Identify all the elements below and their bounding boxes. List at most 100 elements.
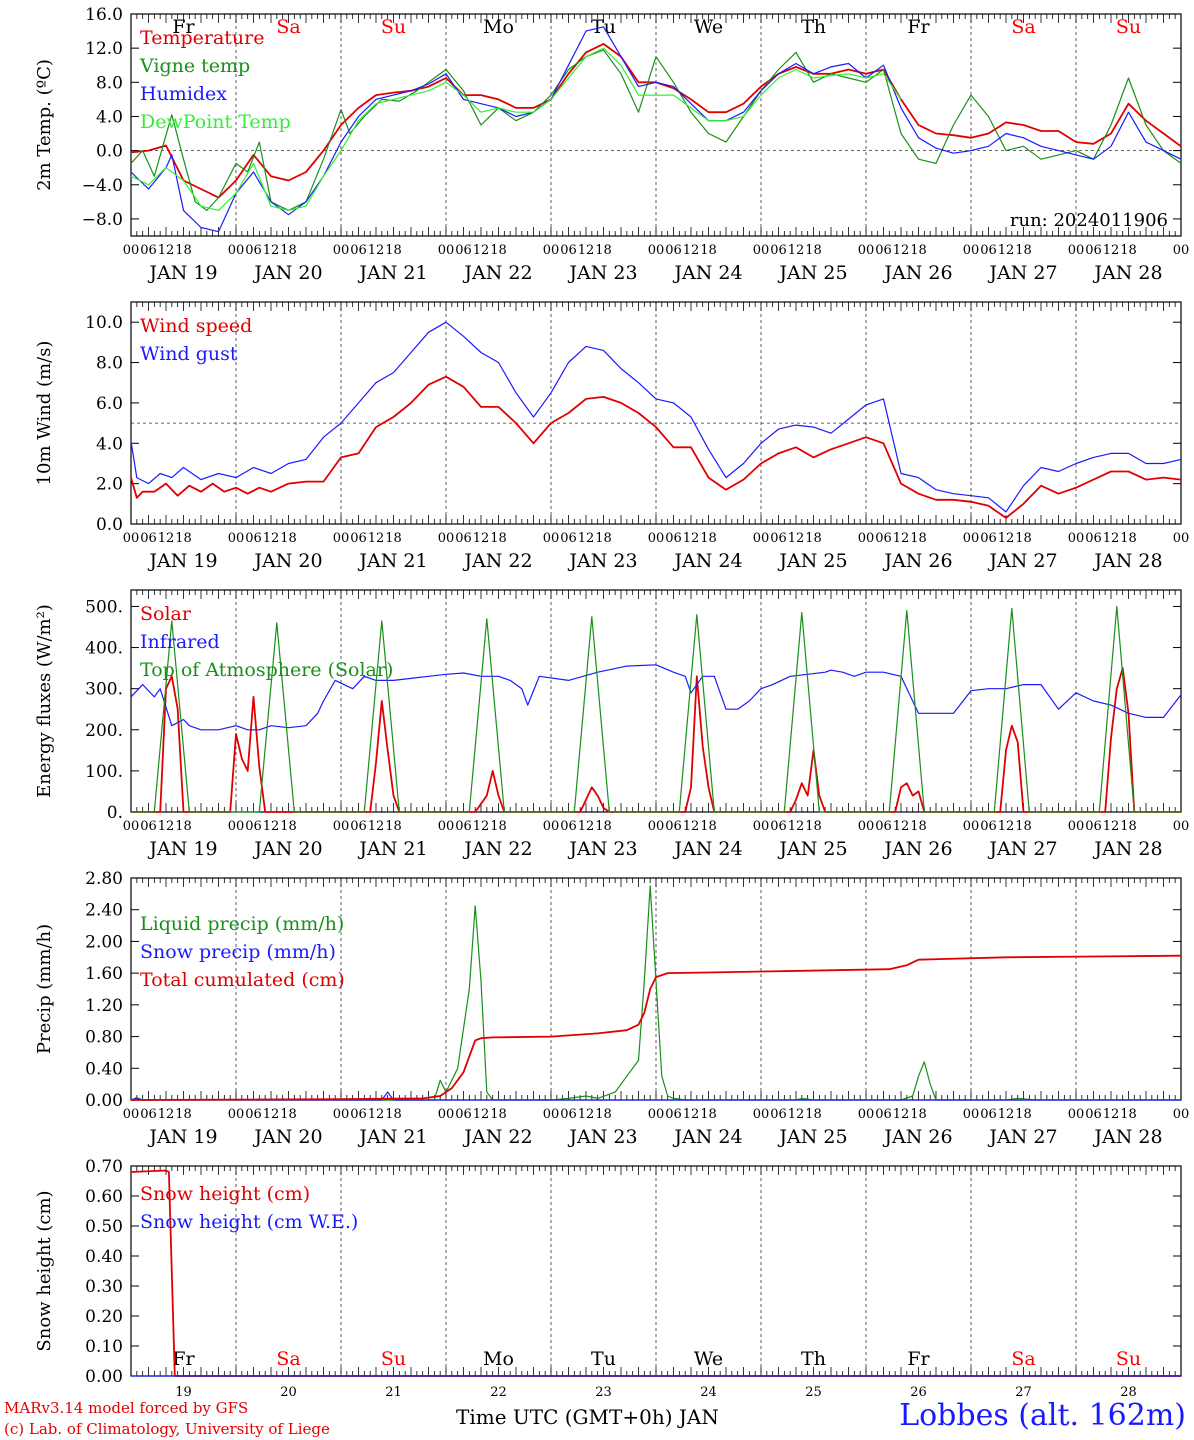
y-tick-label: 100. bbox=[85, 762, 123, 782]
y-tick-label: 4.0 bbox=[96, 107, 123, 127]
y-axis-label: 10m Wind (m/s) bbox=[34, 341, 55, 486]
y-tick-label: 0.80 bbox=[85, 1028, 123, 1048]
y-tick-label: 2.0 bbox=[96, 475, 123, 495]
x-day-label: JAN 19 bbox=[147, 1126, 217, 1148]
x-hour-label: 00 bbox=[963, 243, 980, 258]
x-hour-label: 18 bbox=[595, 243, 612, 258]
x-hour-label: 18 bbox=[1015, 243, 1032, 258]
x-hour-label: 00 bbox=[753, 243, 770, 258]
x-hour-label: 12 bbox=[788, 531, 805, 546]
legend-entry: Liquid precip (mm/h) bbox=[140, 913, 344, 935]
x-day-label: JAN 24 bbox=[672, 550, 742, 572]
x-hour-label: 12 bbox=[368, 819, 385, 834]
x-hour-label: 06 bbox=[980, 531, 997, 546]
x-hour-label: 12 bbox=[683, 243, 700, 258]
panel-5: 0.00 0.10 0.20 0.30 0.40 0.50 0.60 0.70 Snow hei… bbox=[34, 1157, 1182, 1400]
x-hour-label: 00 bbox=[438, 531, 455, 546]
weekday-label: Su bbox=[381, 16, 406, 38]
x-day-label: JAN 22 bbox=[462, 1126, 532, 1148]
x-day-number: 22 bbox=[490, 1385, 507, 1400]
y-tick-label: 2.40 bbox=[85, 901, 123, 921]
y-tick-label: 0.60 bbox=[85, 1187, 123, 1207]
legend-entry: Wind speed bbox=[140, 315, 252, 337]
x-hour-label: 18 bbox=[595, 531, 612, 546]
x-day-label: JAN 19 bbox=[147, 550, 217, 572]
x-day-label: JAN 27 bbox=[987, 838, 1057, 860]
x-hour-label: 18 bbox=[385, 1107, 402, 1122]
x-hour-label: 00 bbox=[648, 1107, 665, 1122]
x-hour-label: 18 bbox=[490, 243, 507, 258]
x-day-label: JAN 22 bbox=[462, 550, 532, 572]
legend-entry: Snow height (cm) bbox=[140, 1183, 310, 1205]
legend-entry: Humidex bbox=[140, 83, 227, 105]
y-tick-label: 200. bbox=[85, 721, 123, 741]
y-tick-label: 400. bbox=[85, 639, 123, 659]
legend-entry: Total cumulated (cm) bbox=[140, 969, 345, 991]
x-hour-label: 00 bbox=[1173, 1107, 1190, 1122]
x-hour-label: 00 bbox=[753, 1107, 770, 1122]
x-day-number: 23 bbox=[595, 1385, 612, 1400]
y-axis-label: Snow height (cm) bbox=[34, 1190, 55, 1351]
x-hour-label: 06 bbox=[350, 243, 367, 258]
x-hour-label: 06 bbox=[455, 531, 472, 546]
x-hour-label: 18 bbox=[280, 531, 297, 546]
x-hour-label: 18 bbox=[175, 243, 192, 258]
weekday-label: Su bbox=[1116, 1348, 1141, 1370]
x-hour-label: 18 bbox=[910, 531, 927, 546]
x-hour-label: 18 bbox=[805, 531, 822, 546]
x-hour-label: 18 bbox=[280, 1107, 297, 1122]
legend-entry: Vigne temp bbox=[139, 55, 250, 77]
x-hour-label: 18 bbox=[1015, 819, 1032, 834]
x-axis-title: Time UTC (GMT+0h) JAN bbox=[456, 1405, 719, 1429]
weekday-label: Fr bbox=[172, 16, 195, 38]
x-hour-label: 18 bbox=[700, 1107, 717, 1122]
x-hour-label: 12 bbox=[368, 531, 385, 546]
y-tick-label: 1.60 bbox=[85, 964, 123, 984]
x-hour-label: 18 bbox=[385, 819, 402, 834]
x-hour-label: 06 bbox=[980, 243, 997, 258]
x-hour-label: 18 bbox=[280, 819, 297, 834]
weekday-label: Fr bbox=[907, 16, 930, 38]
model-credit: MARv3.14 model forced by GFS bbox=[4, 1399, 249, 1417]
y-tick-label: 0.00 bbox=[85, 1091, 123, 1111]
x-day-label: JAN 21 bbox=[357, 550, 427, 572]
series-line-Liquid precip (mm/h) bbox=[130, 885, 1181, 1101]
panel-3: 0. 100. 200. 300. 400. 500. Energy fluxes (W/m… bbox=[34, 589, 1189, 860]
x-hour-label: 06 bbox=[665, 243, 682, 258]
x-hour-label: 12 bbox=[788, 243, 805, 258]
x-hour-label: 00 bbox=[1068, 819, 1085, 834]
x-hour-label: 18 bbox=[385, 243, 402, 258]
x-hour-label: 12 bbox=[473, 243, 490, 258]
x-hour-label: 18 bbox=[700, 243, 717, 258]
x-hour-label: 18 bbox=[175, 1107, 192, 1122]
x-hour-label: 12 bbox=[1103, 531, 1120, 546]
x-hour-label: 00 bbox=[228, 531, 245, 546]
x-hour-label: 00 bbox=[438, 1107, 455, 1122]
x-hour-label: 00 bbox=[438, 243, 455, 258]
x-hour-label: 00 bbox=[1068, 243, 1085, 258]
x-hour-label: 12 bbox=[263, 1107, 280, 1122]
x-day-label: JAN 19 bbox=[147, 838, 217, 860]
lab-credit: (c) Lab. of Climatology, University of L… bbox=[4, 1420, 330, 1438]
legend-entry: Snow precip (mm/h) bbox=[140, 941, 336, 963]
y-tick-label: 2.80 bbox=[85, 869, 123, 889]
x-hour-label: 00 bbox=[333, 1107, 350, 1122]
x-hour-label: 12 bbox=[263, 531, 280, 546]
x-hour-label: 18 bbox=[700, 531, 717, 546]
x-day-label: JAN 28 bbox=[1092, 1126, 1162, 1148]
x-hour-label: 00 bbox=[963, 1107, 980, 1122]
x-day-number: 19 bbox=[175, 1385, 192, 1400]
x-hour-label: 00 bbox=[333, 531, 350, 546]
x-hour-label: 12 bbox=[158, 243, 175, 258]
series-line-Humidex bbox=[130, 26, 1182, 233]
y-tick-label: 0. bbox=[107, 803, 123, 823]
x-hour-label: 06 bbox=[665, 819, 682, 834]
y-tick-label: 300. bbox=[85, 680, 123, 700]
weekday-label: Fr bbox=[172, 1348, 195, 1370]
x-day-label: JAN 22 bbox=[462, 838, 532, 860]
x-hour-label: 06 bbox=[665, 1107, 682, 1122]
x-day-label: JAN 24 bbox=[672, 262, 742, 284]
y-tick-label: 0.50 bbox=[85, 1217, 123, 1237]
y-tick-label: 10.0 bbox=[85, 313, 123, 333]
